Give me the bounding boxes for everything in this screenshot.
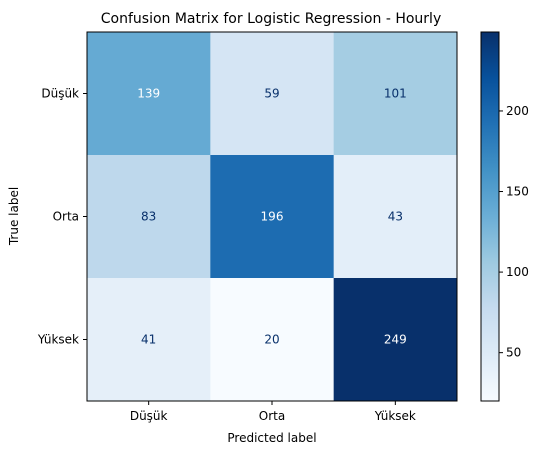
matrix-cell bbox=[87, 155, 211, 279]
x-tick-label: Düşük bbox=[130, 409, 168, 423]
colorbar bbox=[480, 31, 500, 402]
matrix-cell bbox=[333, 155, 458, 279]
cell-value-label: 41 bbox=[141, 333, 156, 347]
cell-value-label: 83 bbox=[141, 210, 156, 224]
cell-value-label: 20 bbox=[264, 333, 279, 347]
colorbar-tick-label: 100 bbox=[506, 265, 529, 279]
y-axis: Düşük Orta Yüksek bbox=[37, 87, 87, 347]
colorbar-tick-label: 200 bbox=[506, 104, 529, 118]
cell-value-label: 249 bbox=[384, 333, 407, 347]
y-tick-label: Düşük bbox=[41, 87, 79, 101]
matrix-cell bbox=[333, 32, 458, 156]
chart-title: Confusion Matrix for Logistic Regression… bbox=[101, 11, 441, 27]
y-tick-label: Yüksek bbox=[37, 333, 79, 347]
cell-value-label: 43 bbox=[388, 210, 403, 224]
cell-value-label: 196 bbox=[261, 210, 284, 224]
matrix-cells bbox=[87, 32, 458, 402]
cell-value-label: 101 bbox=[384, 87, 407, 101]
matrix-cell bbox=[210, 32, 335, 156]
matrix-cell-labels: 139 59 101 83 196 43 41 20 249 bbox=[137, 87, 407, 347]
matrix-cell bbox=[210, 155, 335, 279]
colorbar-tick-label: 150 bbox=[506, 185, 529, 199]
matrix-cell bbox=[87, 32, 211, 156]
colorbar-tick-label: 50 bbox=[506, 346, 521, 360]
colorbar-ticks: 50 100 150 200 bbox=[499, 104, 529, 360]
matrix-cell bbox=[87, 278, 211, 402]
x-axis-label: Predicted label bbox=[227, 431, 316, 445]
cell-value-label: 139 bbox=[137, 87, 160, 101]
matrix-cell bbox=[333, 278, 458, 402]
x-tick-label: Yüksek bbox=[374, 409, 416, 423]
matrix-cell bbox=[210, 278, 335, 402]
cell-value-label: 59 bbox=[264, 87, 279, 101]
y-tick-label: Orta bbox=[53, 210, 79, 224]
x-axis: Düşük Orta Yüksek bbox=[130, 401, 416, 423]
x-tick-label: Orta bbox=[259, 409, 285, 423]
y-axis-label: True label bbox=[7, 187, 21, 246]
